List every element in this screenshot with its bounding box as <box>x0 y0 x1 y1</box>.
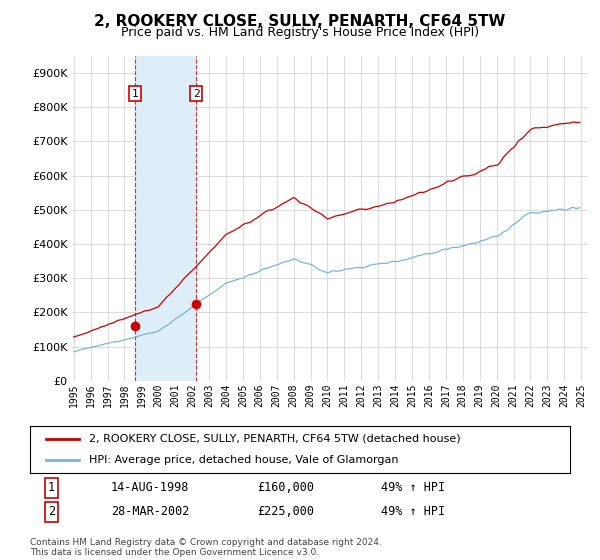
Text: 49% ↑ HPI: 49% ↑ HPI <box>381 482 445 494</box>
Text: 2: 2 <box>193 88 200 99</box>
Text: £160,000: £160,000 <box>257 482 314 494</box>
Bar <box>135 56 196 381</box>
Text: 2, ROOKERY CLOSE, SULLY, PENARTH, CF64 5TW: 2, ROOKERY CLOSE, SULLY, PENARTH, CF64 5… <box>94 14 506 29</box>
Text: Price paid vs. HM Land Registry's House Price Index (HPI): Price paid vs. HM Land Registry's House … <box>121 26 479 39</box>
Text: 49% ↑ HPI: 49% ↑ HPI <box>381 505 445 518</box>
Text: 1: 1 <box>131 88 139 99</box>
Text: 2: 2 <box>48 505 55 518</box>
Text: 14-AUG-1998: 14-AUG-1998 <box>111 482 190 494</box>
Text: 28-MAR-2002: 28-MAR-2002 <box>111 505 190 518</box>
Text: 2, ROOKERY CLOSE, SULLY, PENARTH, CF64 5TW (detached house): 2, ROOKERY CLOSE, SULLY, PENARTH, CF64 5… <box>89 434 461 444</box>
Text: Contains HM Land Registry data © Crown copyright and database right 2024.
This d: Contains HM Land Registry data © Crown c… <box>30 538 382 557</box>
Text: HPI: Average price, detached house, Vale of Glamorgan: HPI: Average price, detached house, Vale… <box>89 455 399 465</box>
Text: 1: 1 <box>48 482 55 494</box>
Text: £225,000: £225,000 <box>257 505 314 518</box>
